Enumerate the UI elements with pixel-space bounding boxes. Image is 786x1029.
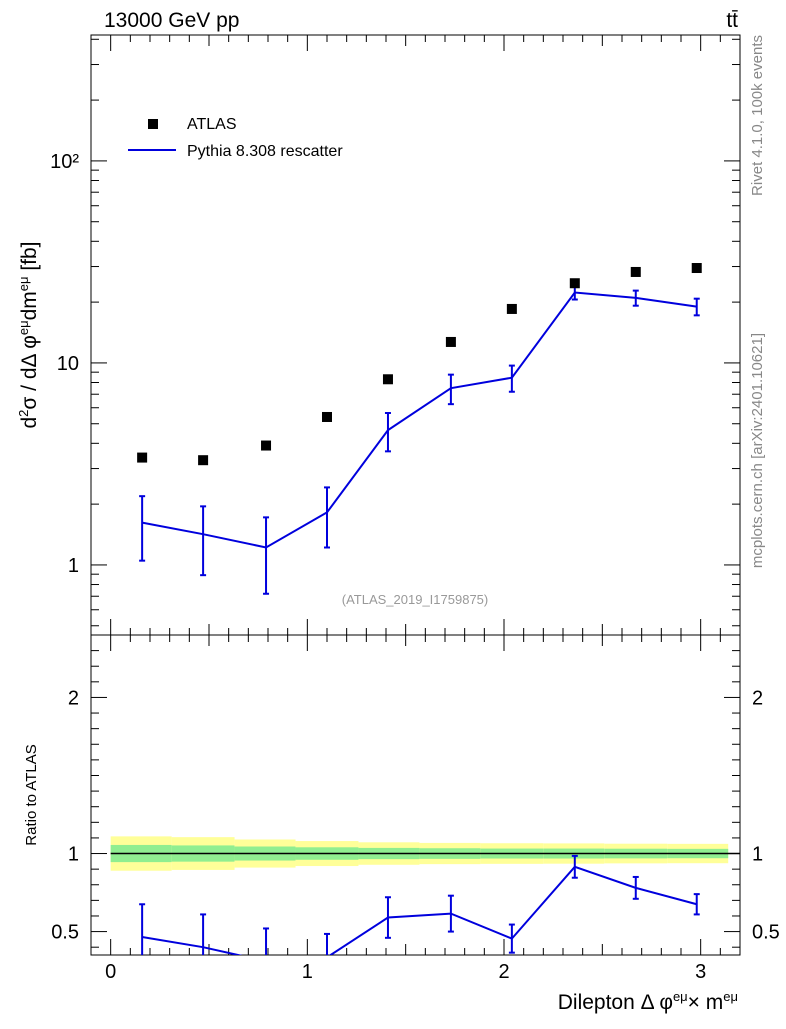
atlas-data-point (630, 266, 641, 277)
ratio-y-tick-label-left: 2 (68, 687, 79, 709)
ratio-mc-line (141, 865, 697, 955)
main-plot-marks (137, 263, 702, 595)
ratio-y-tick-label-right: 2 (752, 687, 763, 709)
mc-line (141, 291, 697, 549)
ratio-y-tick-label-right: 0.5 (752, 922, 780, 944)
atlas-data-point (322, 411, 332, 422)
atlas-data-point (137, 452, 148, 463)
ratio-y-axis-title: Ratio to ATLAS (23, 744, 40, 845)
ratio-axis-ticks: 0 1 2 3 0.5 0.5 1 1 2 2 (51, 634, 780, 983)
main-y-axis-title: d2σ / dΔ φeμdmeμ [fb] (16, 241, 41, 428)
ratio-x-tick-label: 3 (695, 961, 706, 983)
main-axis-ticks: 1 10 10² (50, 35, 740, 635)
ratio-plot-frame (90, 634, 741, 956)
ratio-x-tick-label: 0 (105, 961, 116, 983)
ratio-y-tick-label-left: 0.5 (51, 922, 79, 944)
atlas-data-point (198, 455, 209, 466)
legend-mc-label: Pythia 8.308 rescatter (187, 143, 343, 160)
atlas-data-point (445, 336, 456, 347)
ratio-plot-marks (139, 854, 700, 955)
energy-label: 13000 GeV pp (104, 9, 239, 32)
source-label: mcplots.cern.ch [arXiv:2401.10621] (749, 333, 766, 568)
atlas-data-point (569, 278, 580, 289)
atlas-data-point (261, 440, 272, 451)
legend: ATLAS Pythia 8.308 rescatter (128, 116, 343, 160)
atlas-data-point (691, 263, 702, 274)
atlas-data-point (382, 374, 393, 385)
main-y-tick-label: 10² (50, 151, 79, 173)
main-y-tick-label: 1 (68, 555, 79, 577)
analysis-label: (ATLAS_2019_I1759875) (342, 592, 488, 607)
legend-atlas-label: ATLAS (187, 116, 237, 133)
ratio-x-tick-label: 2 (498, 961, 509, 983)
ratio-x-tick-label: 1 (302, 961, 313, 983)
rivet-label: Rivet 4.1.0, 100k events (749, 35, 766, 196)
ratio-y-tick-label-left: 1 (68, 844, 79, 866)
ratio-y-tick-label-right: 1 (752, 844, 763, 866)
legend-atlas-marker (148, 119, 158, 129)
atlas-data-point (506, 303, 517, 314)
main-y-tick-label: 10 (57, 353, 79, 375)
ratio-uncertainty-bands (110, 836, 740, 871)
x-axis-title: Dilepton Δ φeμ× meμ (558, 989, 738, 1014)
process-label: tt̄ (726, 9, 738, 32)
